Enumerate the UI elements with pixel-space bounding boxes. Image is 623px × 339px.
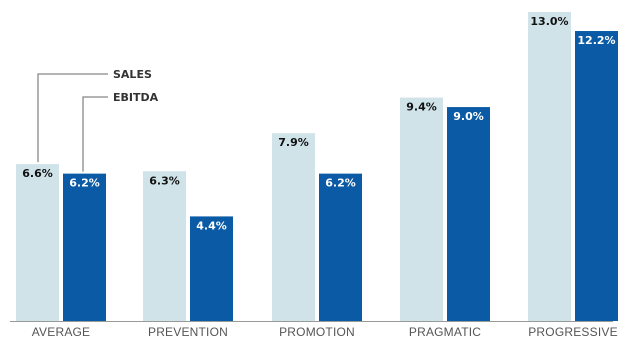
bar-sales-average [16, 164, 59, 321]
value-label-ebitda-pragmatic: 9.0% [453, 110, 484, 123]
value-label-ebitda-progressive: 12.2% [577, 34, 615, 47]
bar-ebitda-average [63, 173, 106, 321]
bar-ebitda-pragmatic [447, 107, 490, 321]
legend-leader-line-ebitda [82, 96, 108, 172]
value-label-sales-promotion: 7.9% [278, 136, 309, 149]
legend-callout: SALES EBITDA [37, 68, 159, 172]
bar-sales-pragmatic [400, 97, 443, 321]
legend-leader-line-sales [37, 73, 108, 163]
category-label-pragmatic: PRAGMATIC [409, 325, 481, 339]
value-label-sales-pragmatic: 9.4% [406, 101, 437, 114]
value-label-ebitda-prevention: 4.4% [196, 219, 227, 232]
value-label-sales-prevention: 6.3% [149, 174, 180, 187]
bars-group [16, 12, 618, 322]
category-label-prevention: PREVENTION [148, 325, 228, 339]
legend-label-sales: SALES [113, 68, 152, 81]
bar-sales-progressive [528, 12, 571, 321]
bar-ebitda-promotion [319, 173, 362, 321]
bar-sales-promotion [272, 133, 315, 321]
bar-ebitda-progressive [575, 31, 618, 322]
value-label-sales-progressive: 13.0% [530, 15, 568, 28]
category-label-average: AVERAGE [32, 325, 91, 339]
category-label-progressive: PROGRESSIVE [528, 325, 618, 339]
category-label-promotion: PROMOTION [279, 325, 355, 339]
value-label-ebitda-average: 6.2% [69, 177, 100, 190]
value-label-sales-average: 6.6% [22, 167, 53, 180]
bar-sales-prevention [143, 171, 186, 321]
value-labels-group: 6.6% 6.2% 6.3% 4.4% 7.9% 6.2% 9.4% 9.0% 13.0% 12.… [22, 15, 615, 232]
legend-label-ebitda: EBITDA [113, 91, 159, 104]
value-label-ebitda-promotion: 6.2% [325, 177, 356, 190]
bar-ebitda-prevention [190, 216, 233, 321]
category-labels-group: AVERAGE PREVENTION PROMOTION PRAGMATIC PROGR… [32, 325, 618, 339]
